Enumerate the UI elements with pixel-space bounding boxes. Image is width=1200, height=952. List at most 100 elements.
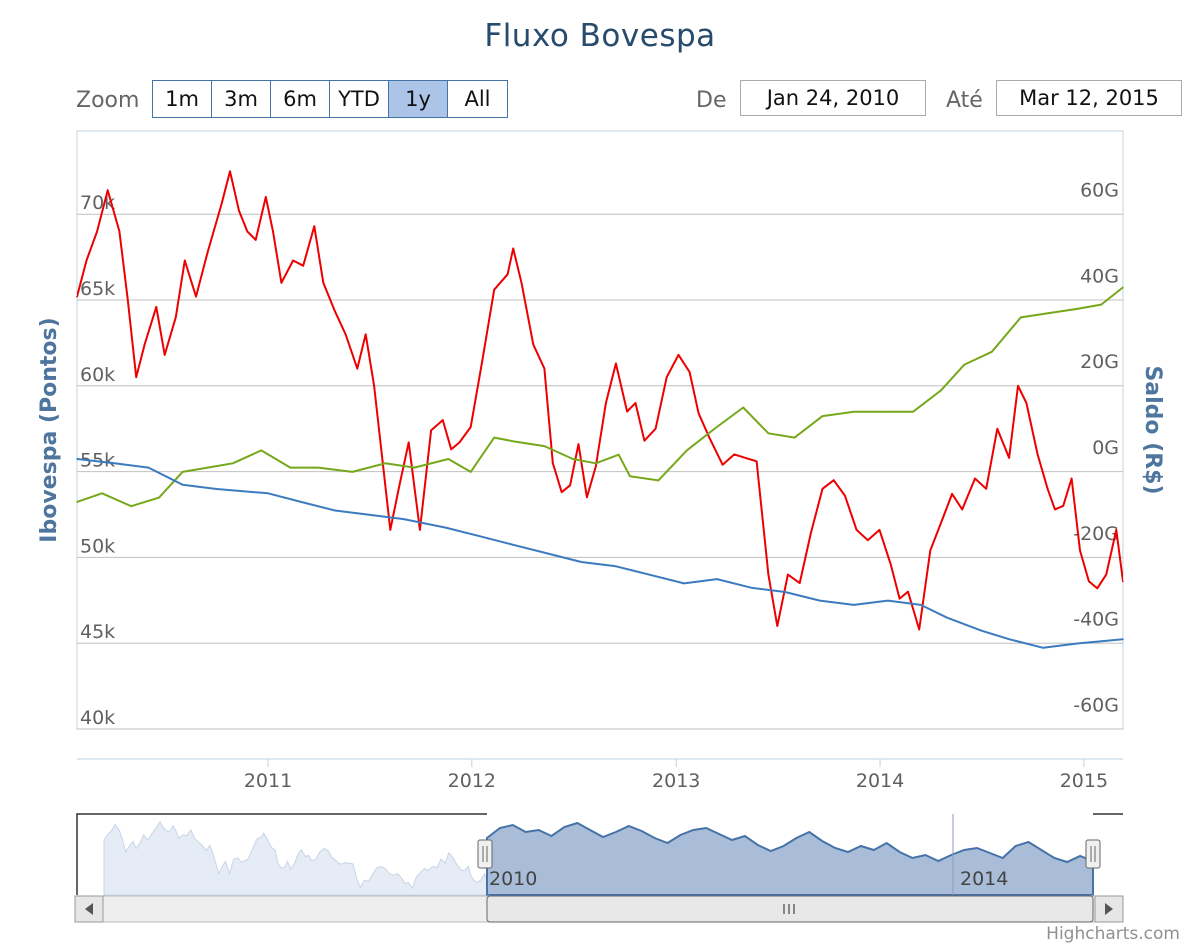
zoom-1m-button[interactable]: 1m	[153, 81, 212, 117]
chart-title: Fluxo Bovespa	[484, 18, 716, 54]
zoom-3m-button[interactable]: 3m	[212, 81, 271, 117]
series-point-2	[181, 483, 184, 486]
series-point-1	[447, 458, 450, 460]
series-point-0	[543, 367, 546, 370]
series-point-0	[1008, 457, 1010, 459]
navigator-right-handle[interactable]	[1085, 839, 1101, 869]
series-point-1	[629, 475, 631, 478]
series-point-1	[1047, 312, 1050, 314]
series-point-2	[1042, 647, 1044, 649]
series-point-0	[918, 628, 920, 631]
series-point-0	[560, 491, 563, 494]
series-point-0	[787, 573, 789, 576]
series-point-0	[832, 479, 835, 482]
y-left-tick-label: 45k	[80, 621, 115, 643]
series-point-1	[793, 436, 796, 439]
series-point-2	[819, 599, 821, 602]
to-label: Até	[946, 88, 983, 113]
series-point-0	[229, 170, 231, 173]
series-point-1	[881, 411, 884, 413]
series-point-2	[1008, 638, 1010, 640]
series-point-0	[821, 488, 824, 490]
series-point-1	[493, 436, 496, 439]
series-point-1	[767, 432, 770, 435]
series-point-0	[697, 412, 700, 415]
series-point-0	[626, 410, 628, 413]
zoom-6m-button[interactable]: 6m	[271, 81, 330, 117]
series-point-0	[143, 343, 146, 346]
navigator-area-selected	[486, 821, 1094, 896]
series-point-1	[1076, 308, 1078, 310]
series-point-2	[853, 604, 855, 606]
plot-border	[76, 130, 1124, 730]
x-tick-label: 2014	[856, 770, 904, 792]
series-point-0	[333, 309, 336, 312]
series-point-2	[580, 561, 583, 563]
series-point-0	[755, 460, 758, 463]
navigator-outline-left	[76, 813, 487, 895]
from-date-input[interactable]: Jan 24, 2010	[740, 80, 926, 116]
series-point-0	[175, 316, 177, 319]
zoom-ytd-button[interactable]: YTD	[330, 81, 389, 117]
series-point-0	[974, 477, 976, 480]
zoom-button-group: 1m 3m 6m YTD 1y All	[152, 80, 508, 118]
series-point-2	[683, 582, 685, 585]
y-left-tick-label: 40k	[80, 707, 115, 729]
series-point-0	[399, 482, 401, 485]
y-right-axis-title: Saldo (R$)	[1140, 365, 1165, 494]
series-point-0	[878, 529, 881, 531]
series-point-2	[946, 616, 948, 619]
x-tick-label: 2012	[448, 770, 496, 792]
series-point-0	[76, 295, 78, 298]
series-point-2	[920, 604, 922, 606]
highcharts-credit[interactable]: Highcharts.com	[1046, 924, 1180, 944]
series-point-0	[419, 529, 421, 531]
series-point-2	[615, 565, 617, 568]
navigator-scrollbar[interactable]	[74, 895, 1124, 923]
navigator-left-handle[interactable]	[477, 839, 493, 869]
series-point-0	[184, 259, 186, 262]
series-point-0	[106, 189, 109, 191]
series-point-0	[430, 429, 432, 432]
series-point-0	[356, 367, 359, 370]
series-point-0	[280, 282, 283, 284]
series-point-2	[368, 514, 370, 516]
y-left-tick-label: 65k	[80, 278, 115, 300]
series-point-0	[520, 282, 523, 284]
series-point-0	[469, 426, 472, 428]
series-point-0	[721, 463, 724, 466]
zoom-all-button[interactable]: All	[448, 81, 507, 117]
series-point-0	[889, 563, 892, 566]
series-point-0	[96, 230, 98, 233]
series-point-2	[980, 629, 982, 632]
series-point-1	[713, 428, 715, 430]
series-point-0	[155, 306, 158, 308]
series-point-0	[442, 419, 444, 421]
series-point-0	[1046, 488, 1049, 490]
navigator-label: 2014	[960, 868, 1008, 890]
series-point-0	[1088, 580, 1090, 583]
series-point-1	[821, 415, 824, 417]
series-point-2	[76, 458, 78, 460]
series-point-0	[512, 247, 514, 250]
zoom-1y-button[interactable]: 1y	[389, 81, 448, 117]
series-point-1	[351, 471, 354, 473]
y-right-tick-label: -60G	[1073, 694, 1119, 716]
series-point-1	[657, 479, 660, 482]
series-point-0	[844, 494, 846, 497]
series-point-1	[515, 441, 517, 443]
series-point-0	[246, 230, 249, 233]
series-point-0	[292, 259, 294, 262]
x-tick-label: 2015	[1060, 770, 1108, 792]
series-point-0	[344, 333, 347, 336]
series-point-0	[1017, 385, 1019, 387]
series-point-0	[163, 354, 166, 356]
to-date-input[interactable]: Mar 12, 2015	[996, 80, 1182, 116]
y-left-axis-title: Ibovespa (Pontos)	[37, 317, 62, 542]
series-point-0	[493, 288, 496, 291]
series-point-0	[135, 376, 137, 379]
x-tick-label: 2011	[244, 770, 292, 792]
scrollbar-left-button[interactable]	[74, 895, 104, 923]
scrollbar-thumb[interactable]	[486, 895, 1094, 923]
